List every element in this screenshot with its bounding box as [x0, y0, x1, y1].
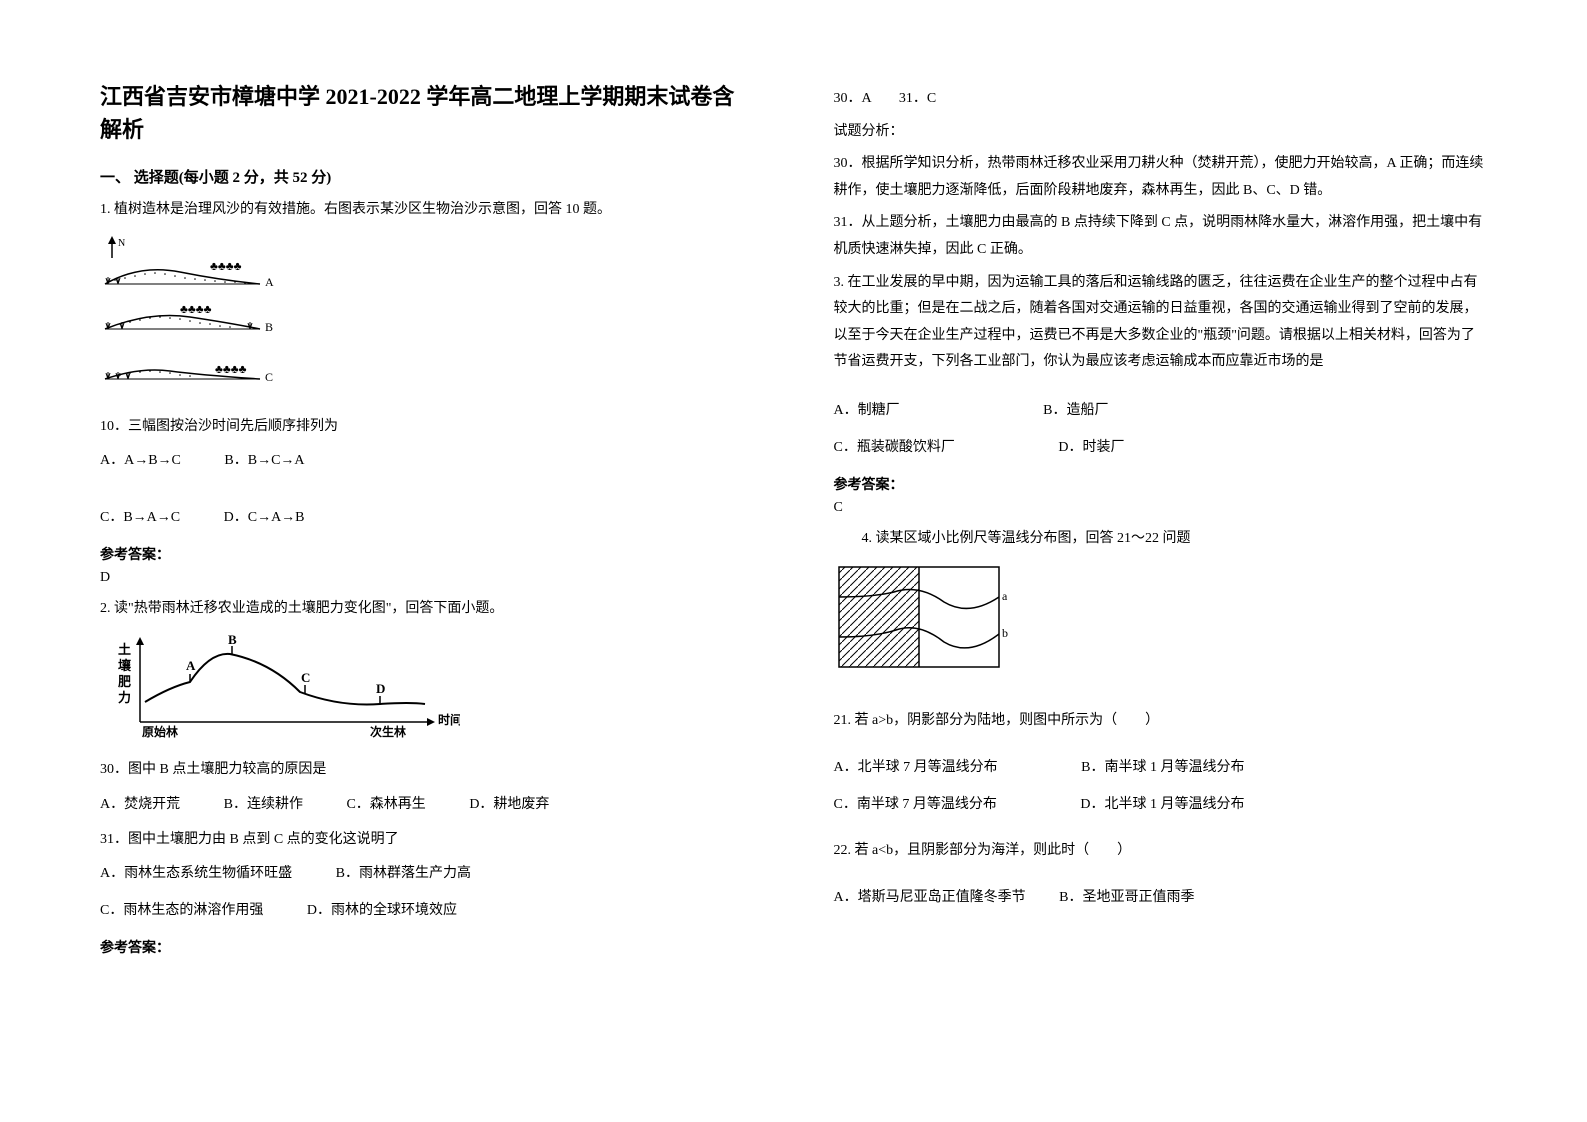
q2-30-opts: A．焚烧开荒 B．连续耕作 C．森林再生 D．耕地废弃: [100, 790, 754, 821]
section-1-head: 一、 选择题(每小题 2 分，共 52 分): [100, 166, 754, 187]
right-column: 30．A 31．C 试题分析： 30．根据所学知识分析，热带雨林迁移农业采用刀耕…: [834, 80, 1488, 963]
svg-text:a: a: [1002, 589, 1008, 603]
q4-figure: a b: [834, 562, 1488, 682]
q2-figure: 土 壤 肥 力 时间 原始林 次生林 A B C D: [100, 632, 754, 747]
svg-text:D: D: [376, 681, 385, 696]
svg-text:♣♣♣♣: ♣♣♣♣: [210, 259, 242, 273]
q1-ans: D: [100, 570, 754, 586]
svg-text:♣♣♣♣: ♣♣♣♣: [180, 302, 212, 316]
q2-30-a: A．焚烧开荒: [100, 790, 180, 821]
left-column: 江西省吉安市樟塘中学 2021-2022 学年高二地理上学期期末试卷含解析 一、…: [100, 80, 754, 963]
q4-21-a: A．北半球 7 月等温线分布: [834, 753, 998, 784]
q4-21-opts-row2: C．南半球 7 月等温线分布 D．北半球 1 月等温线分布: [834, 790, 1488, 821]
q4-21-c: C．南半球 7 月等温线分布: [834, 790, 997, 821]
q4-21-opts-row1: A．北半球 7 月等温线分布 B．南半球 1 月等温线分布: [834, 753, 1488, 784]
q1-opts-row2: C．B→A→C D．C→A→B: [100, 503, 754, 534]
q2-ans-line: 30．A 31．C: [834, 86, 1488, 113]
svg-text:b: b: [1002, 626, 1008, 640]
q4-21: 21. 若 a>b，阴影部分为陆地，则图中所示为（ ）: [834, 708, 1488, 735]
exam-title: 江西省吉安市樟塘中学 2021-2022 学年高二地理上学期期末试卷含解析: [100, 80, 754, 146]
q3-opts-row1: A．制糖厂 B．造船厂: [834, 396, 1488, 427]
q3-opts-row2: C．瓶装碳酸饮料厂 D．时装厂: [834, 433, 1488, 464]
q1-ans-label: 参考答案：: [100, 544, 754, 564]
q2-31-d: D．雨林的全球环境效应: [307, 896, 457, 927]
q1-opt-c: C．B→A→C: [100, 503, 180, 534]
q2-30-d: D．耕地废弃: [469, 790, 549, 821]
q2-31-b: B．雨林群落生产力高: [336, 859, 471, 890]
q4-22: 22. 若 a<b，且阴影部分为海洋，则此时（ ）: [834, 838, 1488, 865]
q2-31-opts-row2: C．雨林生态的淋溶作用强 D．雨林的全球环境效应: [100, 896, 754, 927]
q1-opts-row1: A．A→B→C B．B→C→A: [100, 446, 754, 477]
svg-text:A: A: [186, 658, 196, 673]
q1-label-a: A: [265, 275, 274, 289]
q3-c: C．瓶装碳酸饮料厂: [834, 433, 955, 464]
svg-text:N: N: [118, 238, 125, 249]
q3-b: B．造船厂: [1043, 396, 1108, 427]
q1-label-c: C: [265, 370, 273, 384]
q4-22-opts: A．塔斯马尼亚岛正值隆冬季节 B．圣地亚哥正值雨季: [834, 883, 1488, 914]
q4-text: 4. 读某区域小比例尺等温线分布图，回答 21～22 问题: [834, 526, 1488, 553]
svg-text:壤: 壤: [118, 658, 132, 673]
q2-text: 2. 读"热带雨林迁移农业造成的土壤肥力变化图"，回答下面小题。: [100, 596, 754, 623]
q2-ans-label: 参考答案：: [100, 937, 754, 957]
q3-text: 3. 在工业发展的早中期，因为运输工具的落后和运输线路的匮乏，往往运费在企业生产…: [834, 270, 1488, 376]
q1-opt-d: D．C→A→B: [224, 503, 305, 534]
svg-text:力: 力: [118, 690, 131, 705]
q2-31-a: A．雨林生态系统生物循环旺盛: [100, 859, 292, 890]
q3-ans: C: [834, 500, 1488, 516]
svg-text:次生林: 次生林: [370, 724, 406, 739]
q4-22-a: A．塔斯马尼亚岛正值隆冬季节: [834, 883, 1026, 914]
q1-sub: 10．三幅图按治沙时间先后顺序排列为: [100, 414, 754, 441]
svg-text:土: 土: [118, 642, 131, 657]
svg-text:原始林: 原始林: [142, 724, 178, 739]
q4-21-d: D．北半球 1 月等温线分布: [1080, 790, 1244, 821]
svg-text:C: C: [301, 670, 310, 685]
q1-label-b: B: [265, 320, 273, 334]
q1-text: 1. 植树造林是治理风沙的有效措施。右图表示某沙区生物治沙示意图，回答 10 题…: [100, 197, 754, 224]
q4-22-b: B．圣地亚哥正值雨季: [1059, 883, 1194, 914]
svg-text:B: B: [228, 632, 237, 647]
q2-analysis-30: 30．根据所学知识分析，热带雨林迁移农业采用刀耕火种（焚耕开荒），使肥力开始较高…: [834, 151, 1488, 204]
q2-30: 30．图中 B 点土壤肥力较高的原因是: [100, 757, 754, 784]
q3-d: D．时装厂: [1058, 433, 1124, 464]
q1-opt-a: A．A→B→C: [100, 446, 181, 477]
q3-ans-label: 参考答案：: [834, 474, 1488, 494]
svg-text:肥: 肥: [118, 674, 131, 689]
q2-analysis-label: 试题分析：: [834, 119, 1488, 146]
svg-text:♣♣♣♣: ♣♣♣♣: [215, 362, 247, 376]
q2-31-opts-row1: A．雨林生态系统生物循环旺盛 B．雨林群落生产力高: [100, 859, 754, 890]
q3-a: A．制糖厂: [834, 396, 900, 427]
q2-30-c: C．森林再生: [346, 790, 425, 821]
q1-opt-b: B．B→C→A: [224, 446, 304, 477]
q2-31: 31．图中土壤肥力由 B 点到 C 点的变化这说明了: [100, 827, 754, 854]
q2-analysis-31: 31．从上题分析，土壤肥力由最高的 B 点持续下降到 C 点，说明雨林降水量大，…: [834, 210, 1488, 263]
q1-figure: N ♣♣♣♣: [100, 234, 754, 404]
q2-31-c: C．雨林生态的淋溶作用强: [100, 896, 263, 927]
svg-text:时间: 时间: [438, 712, 460, 727]
q2-30-b: B．连续耕作: [224, 790, 303, 821]
q4-21-b: B．南半球 1 月等温线分布: [1081, 753, 1244, 784]
